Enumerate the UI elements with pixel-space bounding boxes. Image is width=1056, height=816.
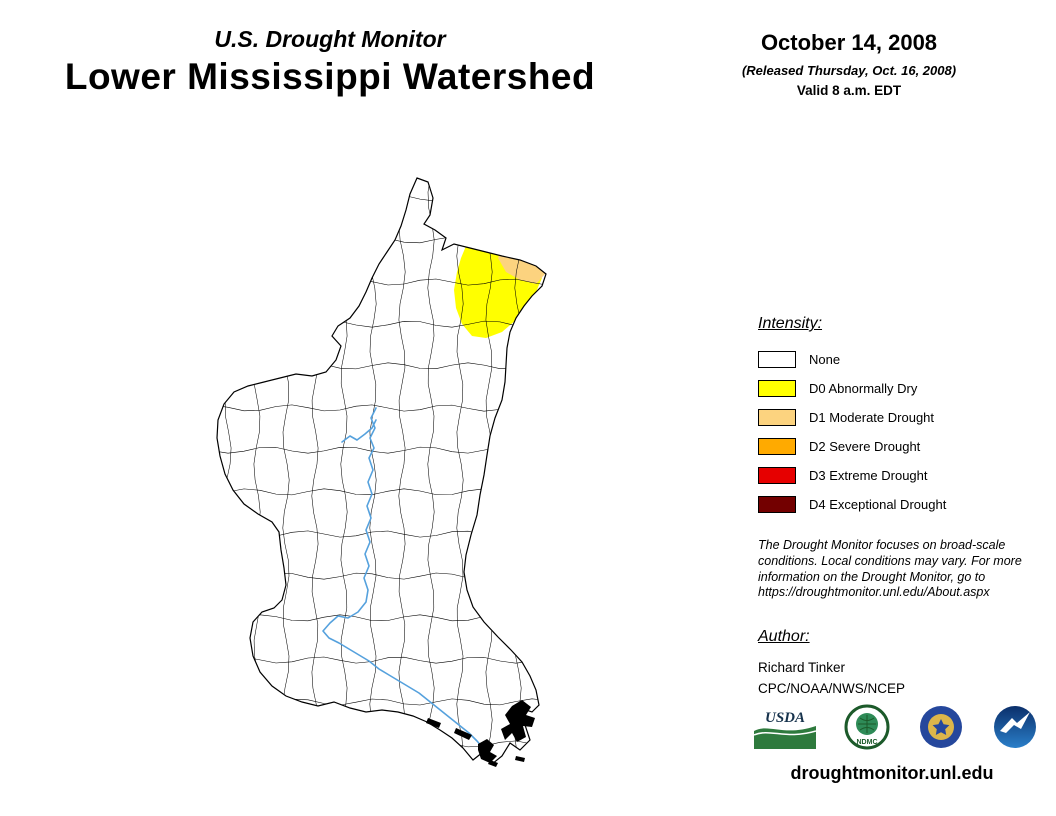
legend-item-d4: D4 Exceptional Drought	[758, 490, 946, 519]
legend-label: D3 Extreme Drought	[809, 468, 928, 483]
mississippi-river	[322, 407, 485, 750]
legend-label: D0 Abnormally Dry	[809, 381, 918, 396]
legend-label: D4 Exceptional Drought	[809, 497, 947, 512]
legend-swatch-d4	[758, 496, 796, 513]
title-block: U.S. Drought Monitor Lower Mississippi W…	[15, 26, 645, 98]
legend-swatch-d1	[758, 409, 796, 426]
tributary-river	[341, 419, 377, 443]
report-date: October 14, 2008	[760, 30, 938, 55]
legend-item-none: None	[758, 345, 946, 374]
legend-item-d0: D0 Abnormally Dry	[758, 374, 946, 403]
delta-coastline	[426, 700, 535, 767]
legend-label: None	[809, 352, 841, 367]
ndmc-logo-text: NDMC	[857, 739, 878, 746]
author-name: Richard Tinker	[758, 660, 846, 675]
legend-item-d3: D3 Extreme Drought	[758, 461, 946, 490]
watershed-map-svg	[216, 177, 547, 767]
valid-time: Valid 8 a.m. EDT	[796, 83, 902, 98]
agency-logos: USDA NDMC	[754, 704, 1038, 750]
watershed-map	[180, 160, 580, 800]
usda-logo-text: USDA	[765, 710, 805, 726]
legend-swatch-none	[758, 351, 796, 368]
legend-item-d2: D2 Severe Drought	[758, 432, 946, 461]
report-supertitle: U.S. Drought Monitor	[214, 26, 446, 52]
author-organization: CPC/NOAA/NWS/NCEP	[758, 680, 906, 696]
legend: Intensity: None D0 Abnormally Dry D1 Mod…	[758, 315, 946, 519]
author-heading: Author:	[758, 628, 810, 645]
site-url: droughtmonitor.unl.edu	[790, 763, 994, 783]
legend-swatch-d2	[758, 438, 796, 455]
ndmc-logo: NDMC	[844, 704, 890, 750]
legend-item-d1: D1 Moderate Drought	[758, 403, 946, 432]
legend-label: D1 Moderate Drought	[809, 410, 935, 425]
drought-areas	[454, 242, 545, 338]
commerce-seal-logo	[920, 706, 962, 748]
d0-area	[454, 242, 542, 338]
legend-label: D2 Severe Drought	[809, 439, 921, 454]
date-block: October 14, 2008 (Released Thursday, Oct…	[718, 30, 980, 98]
author-block: Author: Richard Tinker CPC/NOAA/NWS/NCEP	[758, 628, 905, 700]
disclaimer-text: The Drought Monitor focuses on broad-sca…	[758, 538, 1022, 600]
usda-logo: USDA	[754, 705, 816, 749]
legend-swatch-d3	[758, 467, 796, 484]
legend-heading: Intensity:	[758, 315, 823, 332]
page-title: Lower Mississippi Watershed	[64, 56, 596, 97]
noaa-logo	[994, 706, 1036, 748]
release-date: (Released Thursday, Oct. 16, 2008)	[741, 63, 957, 78]
legend-swatch-d0	[758, 380, 796, 397]
